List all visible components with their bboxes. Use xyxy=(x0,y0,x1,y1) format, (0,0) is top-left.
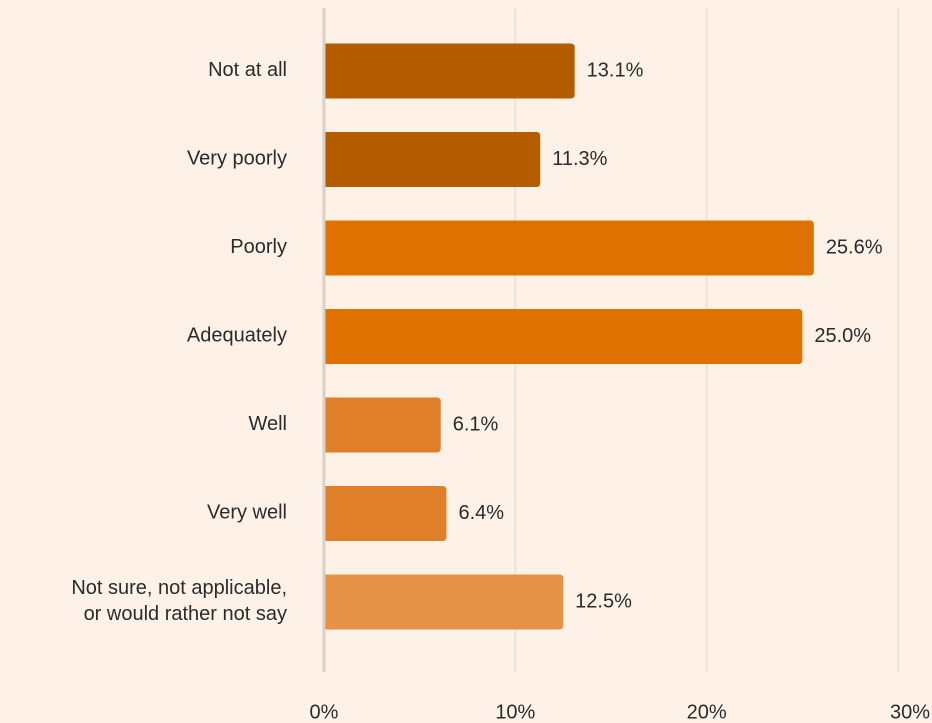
category-label-5: Well xyxy=(248,413,287,435)
x-tick-label-20: 20% xyxy=(687,701,727,723)
category-label-4: Adequately xyxy=(187,325,287,347)
value-label-2: 11.3% xyxy=(552,148,607,170)
category-label-1: Not at all xyxy=(208,59,287,81)
x-tick-label-0: 0% xyxy=(310,701,339,723)
bar-3 xyxy=(325,220,814,276)
x-tick-label-30: 30% xyxy=(890,701,930,723)
value-label-7: 12.5% xyxy=(575,590,632,612)
x-tick-labels-layer: 0% 10% 20% 30% xyxy=(310,701,931,723)
value-label-5: 6.1% xyxy=(453,413,499,435)
bars-layer xyxy=(325,43,814,630)
category-label-6: Very well xyxy=(207,502,287,524)
value-labels-layer: 13.1% 11.3% 25.6% 25.0% 6.1% 6.4% 12.5% xyxy=(453,59,883,612)
category-label-2: Very poorly xyxy=(187,148,287,170)
category-label-3: Poorly xyxy=(230,236,287,258)
value-label-1: 13.1% xyxy=(587,59,644,81)
bar-4 xyxy=(325,309,803,364)
bar-7 xyxy=(325,574,564,630)
value-label-6: 6.4% xyxy=(458,502,504,524)
value-label-3: 25.6% xyxy=(826,236,883,258)
bar-1 xyxy=(325,43,575,99)
category-label-7: Not sure, not applicable, or would rather… xyxy=(71,577,287,625)
bar-2 xyxy=(325,132,541,187)
bar-6 xyxy=(325,486,447,541)
category-labels-layer: Not at all Very poorly Poorly Adequately Wel… xyxy=(71,59,287,625)
bar-5 xyxy=(325,397,441,453)
x-tick-label-10: 10% xyxy=(495,701,535,723)
value-label-4: 25.0% xyxy=(814,325,871,347)
